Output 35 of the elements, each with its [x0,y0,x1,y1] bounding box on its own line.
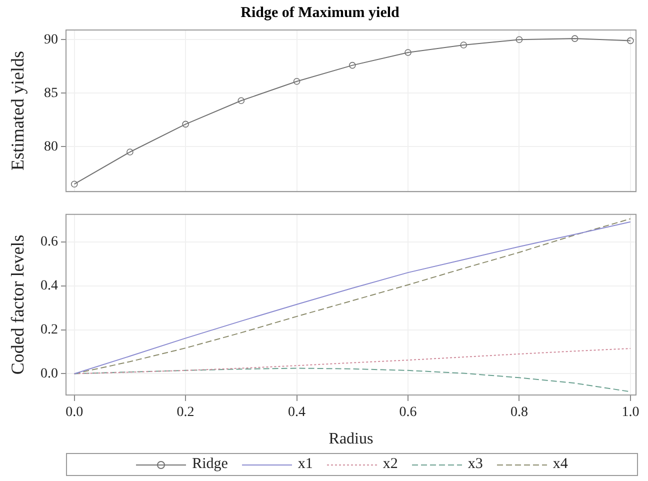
y-tick-label: 0.6 [40,234,58,250]
x-tick-label: 0.0 [66,405,84,420]
x-axis-title: Radius [328,430,374,448]
legend-label: Ridge [192,456,228,473]
x-tick-label: 0.8 [510,405,528,420]
x-tick-label: 0.2 [176,405,194,420]
y-tick-label: 85 [44,86,58,101]
legend-label: x2 [382,456,398,473]
point [516,36,523,44]
legend-label: x3 [468,456,483,473]
y-tick-label: 80 [44,139,58,154]
legend-label: x1 [298,456,313,473]
x-tick-label: 1.0 [622,405,640,420]
y-axis-title: Coded factor levels [8,234,28,375]
point [348,62,356,69]
y-axis-title: Estimated yields [8,51,28,171]
line-series [74,368,631,392]
y-tick-label: 90 [44,32,58,48]
point [70,180,78,188]
point [404,49,412,56]
point [293,78,300,85]
point [182,120,189,128]
chart-title: Ridge of Maximum yield [240,4,400,21]
point [238,97,245,104]
legend-label: x4 [552,456,568,473]
y-tick-label: 0.2 [40,322,58,338]
y-tick-label: 0.4 [40,278,58,294]
point [460,42,468,48]
point [571,35,578,42]
point [627,37,634,44]
line-series [74,348,631,374]
y-tick-label: 0.0 [40,366,58,382]
point [126,148,134,156]
x-tick-label: 0.6 [399,405,417,420]
x-tick-label: 0.4 [288,405,306,420]
